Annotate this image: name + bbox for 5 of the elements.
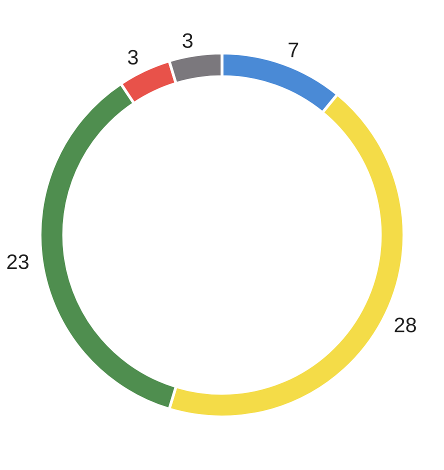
data-label: 7: [288, 42, 298, 58]
data-label: 3: [128, 50, 138, 65]
data-label: 28: [394, 318, 416, 332]
data-label: 23: [7, 254, 28, 270]
data-label: 3: [182, 33, 193, 48]
